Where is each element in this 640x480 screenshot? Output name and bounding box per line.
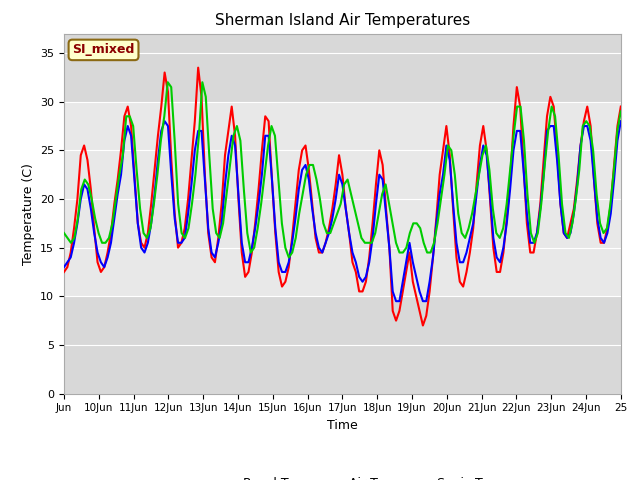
- X-axis label: Time: Time: [327, 419, 358, 432]
- Legend: Panel T, Air T, Sonic T: Panel T, Air T, Sonic T: [196, 472, 488, 480]
- Y-axis label: Temperature (C): Temperature (C): [22, 163, 35, 264]
- Text: SI_mixed: SI_mixed: [72, 43, 135, 56]
- Bar: [64, 102, 621, 296]
- Title: Sherman Island Air Temperatures: Sherman Island Air Temperatures: [215, 13, 470, 28]
